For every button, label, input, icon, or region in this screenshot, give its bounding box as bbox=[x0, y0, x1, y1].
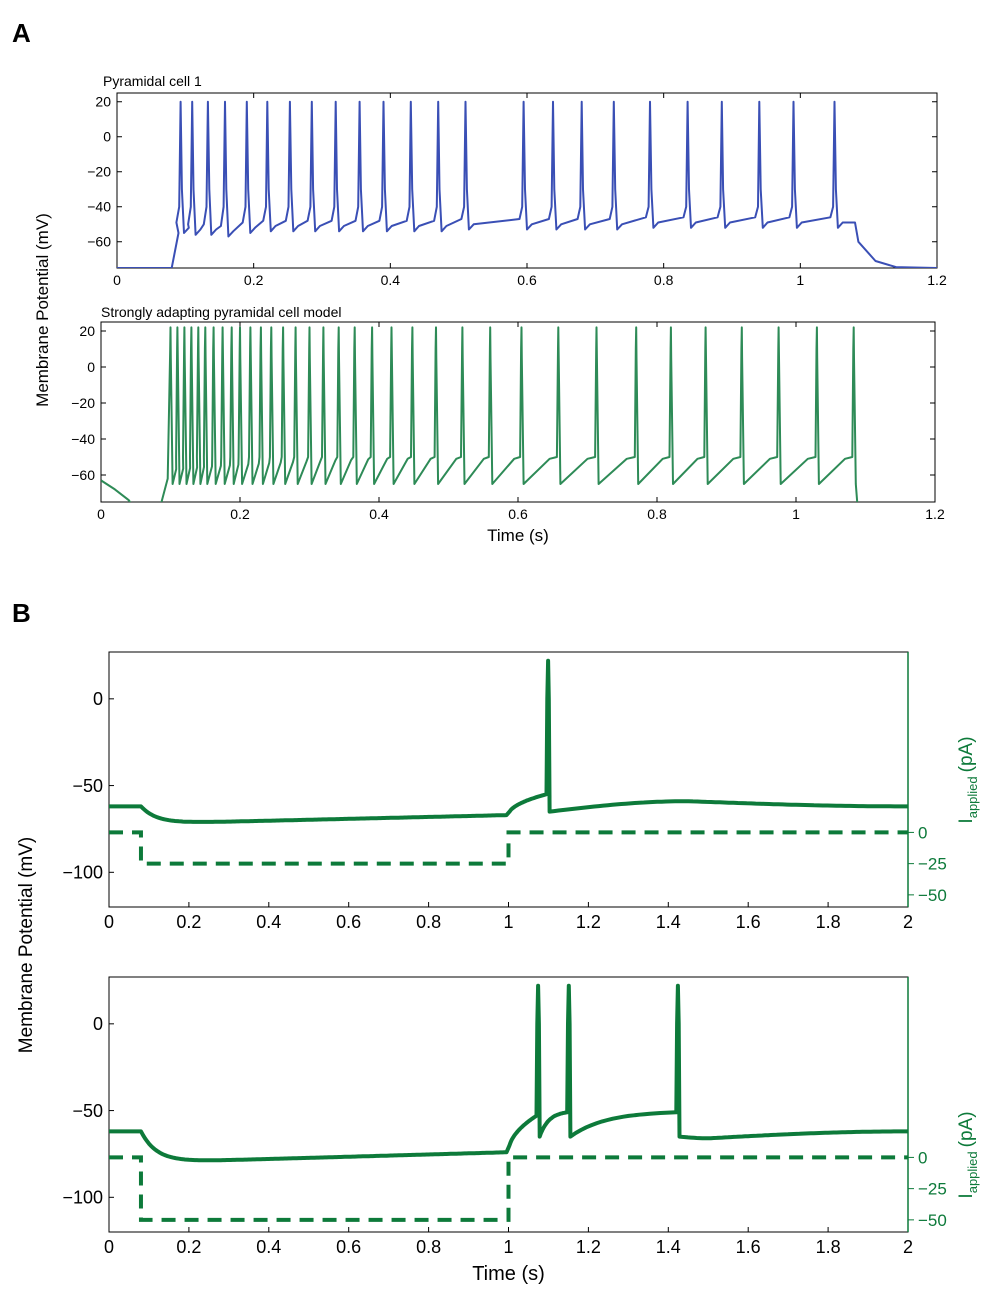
x-tick-label: 0.4 bbox=[369, 506, 389, 522]
x-tick-label: 0.6 bbox=[336, 912, 361, 932]
x-tick-label: 0 bbox=[113, 272, 121, 288]
plot-frame bbox=[100, 321, 936, 503]
panel-label-b: B bbox=[12, 598, 31, 628]
y-tick-label: 20 bbox=[95, 94, 111, 110]
x-tick-label: 0.6 bbox=[508, 506, 528, 522]
panel-a-ylabel: Membrane Potential (mV) bbox=[33, 213, 52, 407]
x-tick-label: 0.8 bbox=[654, 272, 674, 288]
x-tick-label: 1.8 bbox=[816, 912, 841, 932]
chart-b1: 0 0.2 0.4 0.6 0.8 1 1.2 1.4 1.6 1.8 2 0 −50 −100 0 −25 −… bbox=[62, 651, 947, 932]
b1-y2label-unit: (pA) bbox=[956, 736, 977, 772]
x-tick-label: 0 bbox=[97, 506, 105, 522]
x-tick-label: 0 bbox=[104, 912, 114, 932]
x-tick-label: 1.2 bbox=[576, 912, 601, 932]
x-tick-label: 0 bbox=[104, 1237, 114, 1257]
y2-tick-label: 0 bbox=[918, 823, 927, 842]
y2-tick-label: 0 bbox=[918, 1148, 927, 1167]
y-tick-label: −50 bbox=[72, 776, 103, 796]
b2-y2label-i: I bbox=[956, 1193, 977, 1198]
x-tick-label: 0.4 bbox=[256, 912, 281, 932]
y-tick-label: −40 bbox=[87, 199, 111, 215]
plot-frame bbox=[108, 651, 909, 908]
applied-current-trace bbox=[109, 1155, 908, 1222]
b1-y2label-sub: applied bbox=[965, 776, 980, 818]
x-tick-label: 1.2 bbox=[576, 1237, 601, 1257]
y-tick-label: 0 bbox=[103, 129, 111, 145]
x-tick-label: 1.2 bbox=[925, 506, 945, 522]
panel-label-a: A bbox=[12, 18, 31, 48]
b1-y2label-i: I bbox=[956, 818, 977, 823]
y-tick-label: 0 bbox=[93, 689, 103, 709]
y-tick-label: −100 bbox=[62, 863, 103, 883]
y2-tick-label: −50 bbox=[918, 886, 947, 905]
x-tick-label: 1.4 bbox=[656, 912, 681, 932]
y-tick-label: −60 bbox=[71, 467, 95, 483]
x-tick-label: 2 bbox=[903, 912, 913, 932]
y-tick-label: 20 bbox=[79, 323, 95, 339]
x-tick-label: 0.4 bbox=[381, 272, 401, 288]
y-tick-label: −20 bbox=[71, 395, 95, 411]
y-tick-label: −40 bbox=[71, 431, 95, 447]
x-tick-label: 1 bbox=[503, 912, 513, 932]
y2-tick-label: −25 bbox=[918, 855, 947, 874]
x-axis-label: Time (s) bbox=[472, 1263, 545, 1285]
chart-title: Strongly adapting pyramidal cell model bbox=[101, 304, 341, 320]
b1-right-ylabel: Iapplied (pA) bbox=[956, 736, 980, 823]
x-tick-label: 0.2 bbox=[230, 506, 250, 522]
y-tick-label: 0 bbox=[93, 1014, 103, 1034]
x-tick-label: 1.6 bbox=[736, 912, 761, 932]
plot-frame bbox=[116, 92, 938, 269]
y-tick-label: −60 bbox=[87, 234, 111, 250]
x-tick-label: 1 bbox=[503, 1237, 513, 1257]
x-tick-label: 0.4 bbox=[256, 1237, 281, 1257]
y-tick-label: −20 bbox=[87, 164, 111, 180]
x-tick-label: 0.8 bbox=[416, 912, 441, 932]
x-tick-label: 2 bbox=[903, 1237, 913, 1257]
x-tick-label: 1 bbox=[796, 272, 804, 288]
x-tick-label: 0.8 bbox=[416, 1237, 441, 1257]
membrane-potential-trace bbox=[101, 326, 859, 502]
svg-text:Iapplied(pA): Iapplied (pA) bbox=[956, 736, 980, 823]
chart-a1: 0 0.2 0.4 0.6 0.8 1 1.2 20 0 −20 −40 −60 Pyramidal c… bbox=[87, 73, 947, 288]
x-tick-label: 0.6 bbox=[336, 1237, 361, 1257]
x-tick-label: 0.2 bbox=[244, 272, 264, 288]
y-tick-label: −100 bbox=[62, 1188, 103, 1208]
svg-text:Iapplied(pA): Iapplied (pA) bbox=[956, 1111, 980, 1198]
x-tick-label: 1.8 bbox=[816, 1237, 841, 1257]
y2-tick-label: −50 bbox=[918, 1211, 947, 1230]
membrane-potential-trace bbox=[109, 658, 908, 824]
x-tick-label: 1.2 bbox=[927, 272, 947, 288]
membrane-potential-trace bbox=[109, 983, 908, 1163]
b2-y2label-sub: applied bbox=[965, 1151, 980, 1193]
b2-y2label-unit: (pA) bbox=[956, 1111, 977, 1147]
x-tick-label: 1.6 bbox=[736, 1237, 761, 1257]
b2-right-ylabel: Iapplied (pA) bbox=[956, 1111, 980, 1198]
y-tick-label: 0 bbox=[87, 359, 95, 375]
chart-title: Pyramidal cell 1 bbox=[103, 73, 202, 89]
x-tick-label: 0.6 bbox=[517, 272, 537, 288]
chart-b2: 0 0.2 0.4 0.6 0.8 1 1.2 1.4 1.6 1.8 2 0 −50 −100 Time … bbox=[62, 976, 947, 1285]
x-tick-label: 0.2 bbox=[176, 1237, 201, 1257]
membrane-potential-trace bbox=[117, 100, 937, 268]
x-tick-label: 1 bbox=[792, 506, 800, 522]
x-axis-label: Time (s) bbox=[487, 526, 549, 545]
chart-a2: 0 0.2 0.4 0.6 0.8 1 1.2 20 0 −20 −40 −60 Strongly ad… bbox=[71, 304, 945, 545]
panel-b-ylabel: Membrane Potential (mV) bbox=[16, 837, 37, 1053]
y-tick-label: −50 bbox=[72, 1101, 103, 1121]
x-tick-label: 1.4 bbox=[656, 1237, 681, 1257]
x-tick-label: 0.2 bbox=[176, 912, 201, 932]
applied-current-trace bbox=[109, 830, 908, 866]
x-tick-label: 0.8 bbox=[647, 506, 667, 522]
y2-tick-label: −25 bbox=[918, 1180, 947, 1199]
